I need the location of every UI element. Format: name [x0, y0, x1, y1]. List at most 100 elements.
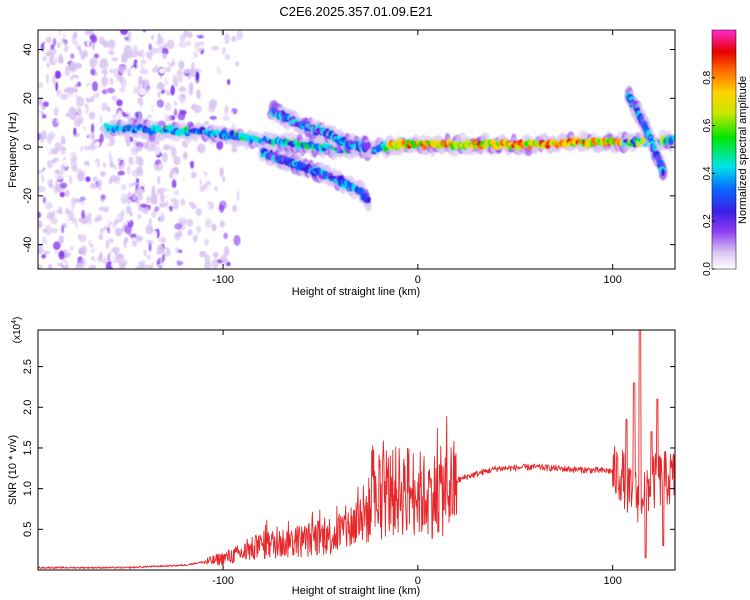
- noise-blob: [103, 174, 110, 185]
- noise-blob: [129, 254, 138, 260]
- noise-blob: [55, 160, 61, 168]
- noise-blob: [185, 40, 192, 47]
- noise-blob: [111, 57, 119, 62]
- noise-blob: [59, 30, 64, 41]
- noise-blob: [38, 220, 43, 229]
- noise-blob: [153, 168, 157, 173]
- noise-blob: [158, 68, 165, 74]
- noise-blob: [154, 206, 160, 212]
- noise-blob: [115, 227, 123, 237]
- noise-blob: [109, 186, 116, 198]
- noise-blob: [158, 36, 164, 45]
- spectrogram-marks: [38, 30, 675, 269]
- noise-blob: [133, 102, 141, 113]
- noise-blob: [38, 264, 43, 269]
- noise-blob: [208, 66, 214, 75]
- noise-blob: [211, 174, 215, 184]
- noise-blob: [166, 73, 174, 83]
- noise-blob: [41, 114, 47, 119]
- noise-blob: [86, 55, 91, 61]
- noise-blob: [73, 203, 80, 214]
- noise-blob: [196, 225, 202, 234]
- noise-blob: [173, 156, 181, 166]
- noise-blob: [138, 87, 146, 96]
- noise-blob: [66, 93, 74, 101]
- noise-blob: [163, 43, 169, 48]
- noise-blob: [40, 208, 48, 218]
- noise-blob: [170, 101, 176, 112]
- noise-blob: [212, 252, 219, 259]
- noise-blob: [195, 71, 200, 81]
- noise-blob: [56, 118, 62, 124]
- noise-blob: [119, 87, 126, 93]
- noise-blob: [58, 81, 67, 87]
- noise-blob: [90, 132, 95, 141]
- noise-blob: [99, 223, 104, 230]
- noise-blob: [129, 261, 136, 269]
- noise-blob: [108, 214, 115, 223]
- noise-blob: [180, 264, 188, 269]
- noise-blob: [59, 127, 66, 133]
- noise-blob: [133, 86, 138, 95]
- noise-blob: [122, 246, 127, 255]
- noise-blob: [136, 187, 143, 198]
- noise-blob: [127, 219, 134, 228]
- y-tick-label: -40: [22, 237, 34, 253]
- noise-blob: [89, 57, 97, 69]
- noise-blob: [201, 78, 207, 90]
- noise-blob: [38, 185, 46, 193]
- noise-blob: [94, 30, 101, 37]
- noise-blob: [211, 45, 220, 51]
- noise-blob: [52, 38, 57, 47]
- noise-blob: [179, 235, 184, 245]
- noise-blob: [126, 240, 133, 250]
- noise-blob: [94, 141, 100, 147]
- noise-blob: [232, 204, 238, 213]
- noise-blob: [143, 249, 147, 257]
- noise-blob: [191, 224, 197, 235]
- noise-blob: [69, 255, 77, 261]
- y-tick-label: 0.5: [22, 522, 34, 537]
- noise-blob: [50, 148, 59, 155]
- noise-blob: [145, 225, 154, 233]
- noise-blob: [38, 82, 44, 89]
- noise-blob: [182, 153, 189, 160]
- spectrogram-x-label: Height of straight line (km): [292, 286, 420, 298]
- noise-blob: [78, 201, 84, 211]
- noise-blob: [102, 218, 110, 227]
- noise-blob: [196, 30, 202, 36]
- snr-y-ticks: 0.5 1.0 1.5 2.0 2.5: [22, 359, 675, 537]
- noise-blob: [86, 36, 90, 48]
- noise-blob: [88, 111, 96, 120]
- noise-blob: [144, 141, 149, 150]
- noise-blob: [60, 260, 64, 265]
- noise-blob: [162, 170, 168, 180]
- noise-blob: [192, 115, 199, 121]
- noise-blob: [90, 243, 94, 248]
- noise-blob: [148, 218, 152, 225]
- noise-blob: [221, 46, 226, 55]
- noise-blob: [53, 107, 59, 117]
- noise-blob: [163, 228, 169, 240]
- noise-blob: [66, 202, 74, 210]
- noise-blob: [117, 170, 125, 176]
- noise-blob: [98, 182, 102, 193]
- noise-blob: [73, 118, 82, 127]
- noise-blob: [215, 209, 222, 221]
- noise-blob: [159, 236, 167, 244]
- noise-blob: [151, 143, 157, 152]
- noise-blob: [38, 166, 44, 172]
- noise-blob: [39, 131, 47, 140]
- noise-blob: [81, 64, 87, 71]
- noise-blob: [170, 215, 178, 226]
- noise-blob: [139, 151, 146, 158]
- noise-blob: [143, 30, 147, 37]
- noise-blob: [93, 92, 101, 99]
- noise-blob: [42, 196, 47, 204]
- noise-blob: [52, 241, 61, 251]
- noise-blob: [231, 148, 238, 153]
- noise-blob: [128, 156, 134, 166]
- snr-x-label: Height of straight line (km): [292, 585, 420, 597]
- noise-blob: [101, 75, 109, 87]
- noise-blob: [200, 173, 208, 185]
